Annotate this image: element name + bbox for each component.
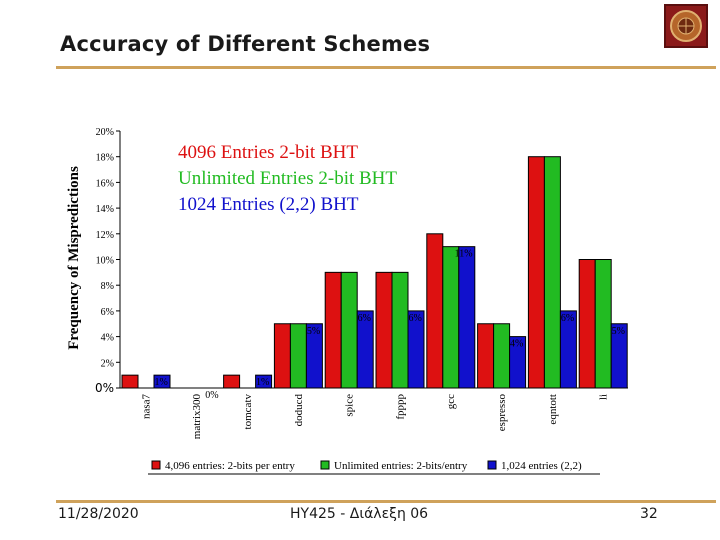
bar-spice-series-1 (324, 271, 342, 389)
category-label: matrix300 (191, 394, 203, 440)
data-label: 6% (408, 313, 421, 324)
y-tick-label: 16% (96, 178, 114, 189)
bar-fpppp-series-2 (391, 271, 409, 389)
data-label: 5% (612, 326, 625, 337)
y-tick-label: 10% (96, 256, 114, 267)
overlay-legend-text: Unlimited Entries 2-bit BHT (178, 168, 397, 189)
category-label: spice (344, 394, 356, 417)
bar-fpppp-series-1 (375, 271, 393, 389)
overlay-legend-text: 4096 Entries 2-bit BHT (178, 142, 358, 163)
bar-eqntott-series-3 (559, 310, 577, 389)
category-label: tomcatv (242, 394, 254, 430)
legend-swatch (487, 460, 497, 470)
bar-li-series-1 (578, 259, 596, 389)
bar-li-series-3 (610, 323, 628, 389)
data-label: 5% (307, 326, 320, 337)
legend-label: Unlimited entries: 2-bits/entry (334, 460, 468, 472)
bar-espresso-series-3 (509, 336, 527, 389)
bar-gcc-series-1 (426, 233, 444, 389)
y-tick-label: 8% (101, 281, 114, 292)
overlay-legend-text: 1024 Entries (2,2) BHT (178, 194, 359, 215)
data-label: 0% (205, 390, 218, 401)
data-label: 6% (561, 313, 574, 324)
bar-li-series-2 (594, 259, 612, 389)
slide-title: Accuracy of Different Schemes (60, 32, 431, 56)
bar-espresso-series-2 (493, 323, 511, 389)
category-label: li (598, 394, 610, 400)
legend-label: 1,024 entries (2,2) (501, 460, 582, 472)
bar-gcc-series-3 (458, 246, 476, 389)
category-label: eqntott (547, 394, 559, 425)
legend-label: 4,096 entries: 2-bits per entry (165, 460, 295, 472)
bar-tomcatv-series-1 (223, 374, 241, 389)
data-label: 1% (256, 377, 269, 388)
y-tick-label: 2% (101, 358, 114, 369)
y-tick-label: 4% (101, 333, 114, 344)
bar-tomcatv-series-3 (255, 374, 273, 389)
bar-doducd-series-1 (273, 323, 291, 389)
bar-nasa7-series-3 (153, 374, 171, 389)
data-label: 11% (455, 249, 473, 260)
footer-date: 11/28/2020 (58, 506, 139, 522)
y-axis-label: Frequency of Mispredictions (66, 166, 82, 350)
category-label: gcc (445, 394, 457, 409)
bar-fpppp-series-3 (407, 310, 425, 389)
category-label: doducd (293, 394, 305, 427)
bar-espresso-series-1 (477, 323, 495, 389)
legend-swatch (151, 460, 161, 470)
data-label: 4% (510, 339, 523, 350)
bar-spice-series-2 (340, 271, 358, 389)
data-label: 1% (154, 377, 167, 388)
legend-swatch (320, 460, 330, 470)
title-divider (56, 66, 716, 69)
category-label: nasa7 (140, 394, 152, 420)
footer-divider (56, 500, 716, 503)
category-label: fpppp (394, 394, 406, 420)
y-tick-label: 0% (95, 381, 114, 395)
footer-course: HY425 - Διάλεξη 06 (290, 506, 429, 522)
y-tick-label: 14% (96, 204, 114, 215)
category-label: espresso (496, 394, 508, 432)
y-tick-label: 18% (96, 153, 114, 164)
university-seal-icon (664, 4, 708, 48)
y-tick-label: 6% (101, 307, 114, 318)
bar-doducd-series-3 (305, 323, 323, 389)
y-tick-label: 12% (96, 230, 114, 241)
bar-spice-series-3 (356, 310, 374, 389)
data-label: 6% (358, 313, 371, 324)
bar-nasa7-series-1 (121, 374, 139, 389)
bar-eqntott-series-1 (527, 156, 545, 389)
y-tick-label: 20% (96, 127, 114, 138)
page-number: 32 (640, 506, 658, 522)
bar-gcc-series-2 (442, 246, 460, 389)
bar-eqntott-series-2 (543, 156, 561, 389)
bar-doducd-series-2 (289, 323, 307, 389)
